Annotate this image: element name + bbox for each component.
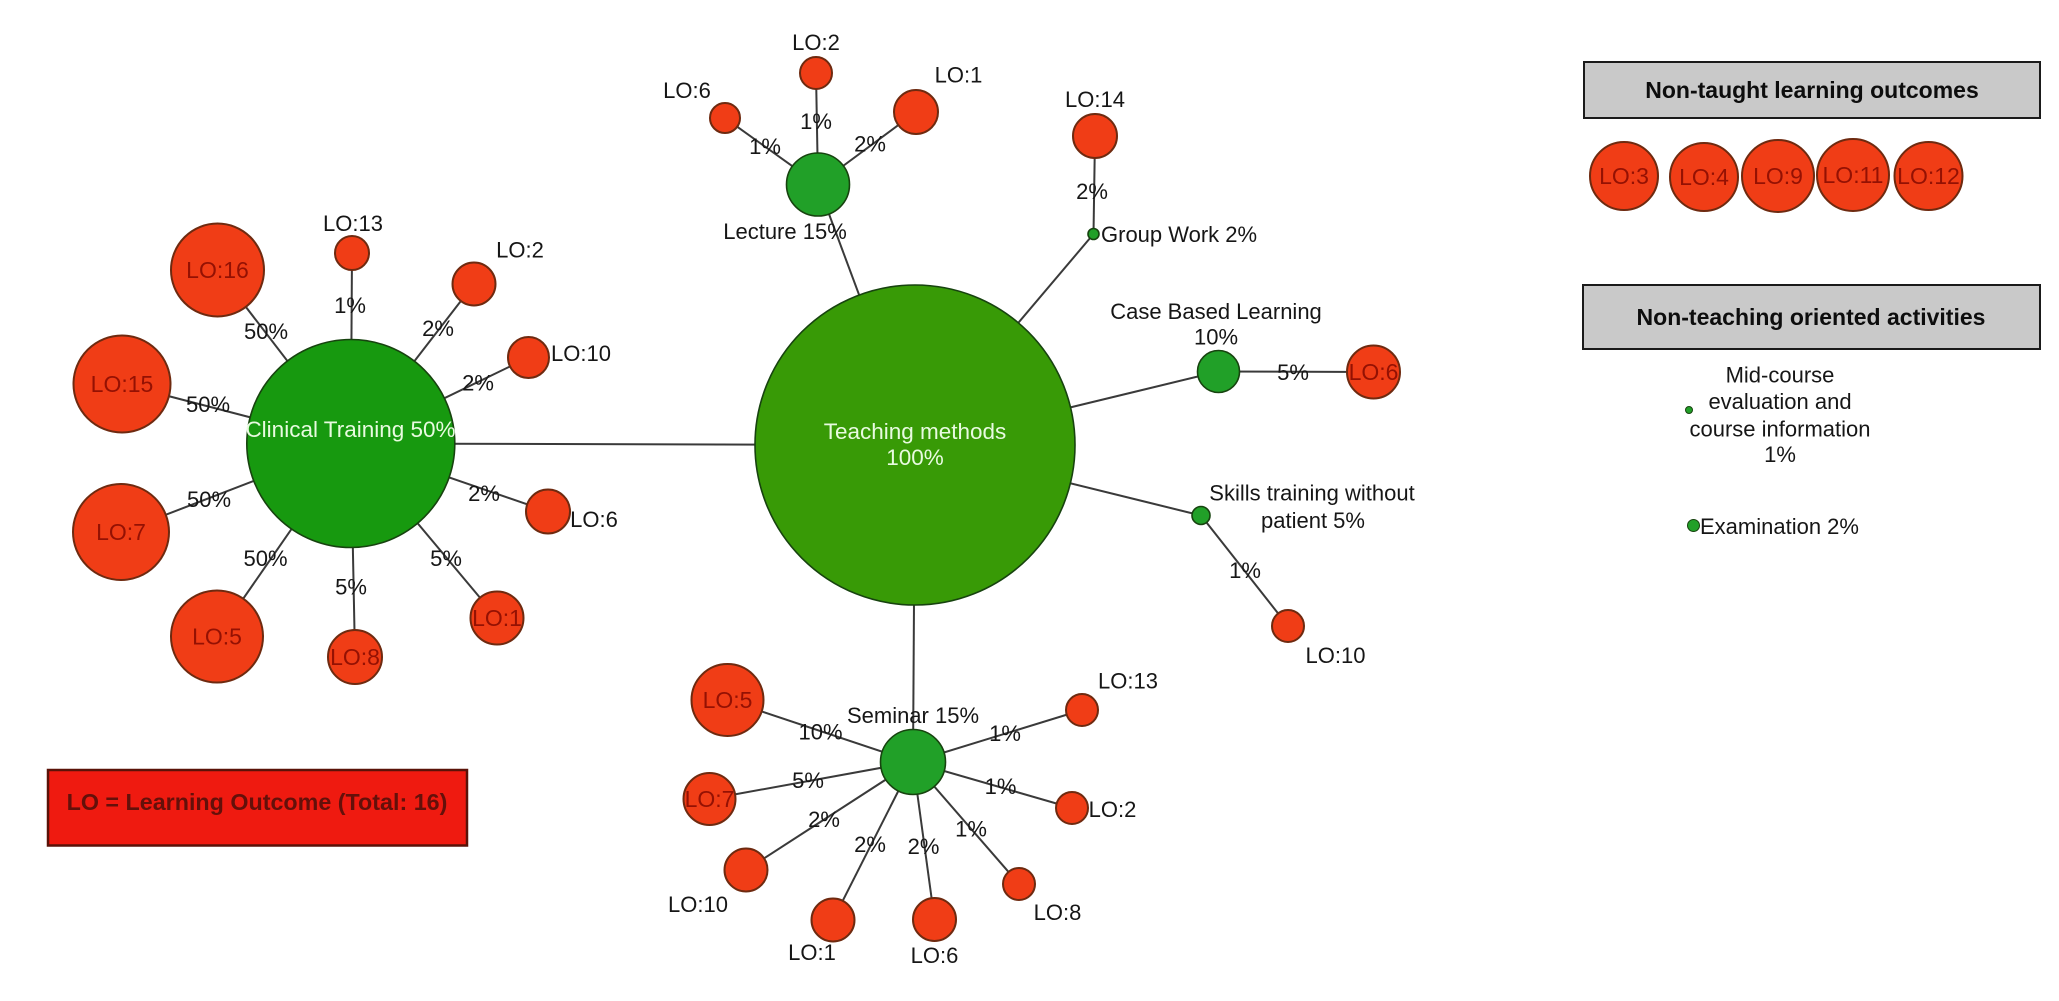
- svg-text:LO:2: LO:2: [496, 238, 544, 263]
- svg-text:course information: course information: [1690, 417, 1871, 442]
- svg-text:10%: 10%: [798, 720, 842, 745]
- svg-text:2%: 2%: [854, 132, 886, 157]
- svg-text:LO:10: LO:10: [1306, 643, 1366, 668]
- svg-text:LO:8: LO:8: [1034, 900, 1082, 925]
- svg-text:2%: 2%: [1076, 179, 1108, 204]
- svg-text:Seminar 15%: Seminar 15%: [847, 703, 979, 728]
- svg-text:50%: 50%: [186, 392, 230, 417]
- svg-text:LO:5: LO:5: [703, 687, 753, 713]
- svg-text:LO:8: LO:8: [330, 644, 380, 670]
- svg-text:Case Based Learning: Case Based Learning: [1110, 299, 1322, 324]
- svg-text:1%: 1%: [985, 774, 1017, 799]
- svg-text:1%: 1%: [1764, 442, 1796, 467]
- svg-text:5%: 5%: [792, 768, 824, 793]
- svg-text:5%: 5%: [1277, 360, 1309, 385]
- svg-text:1%: 1%: [989, 721, 1021, 746]
- svg-text:patient 5%: patient 5%: [1261, 508, 1365, 533]
- svg-text:100%: 100%: [886, 445, 944, 470]
- svg-text:LO:1: LO:1: [788, 940, 836, 965]
- svg-text:1%: 1%: [1229, 558, 1261, 583]
- svg-text:LO:6: LO:6: [663, 78, 711, 103]
- svg-text:Examination 2%: Examination 2%: [1700, 514, 1859, 539]
- svg-text:LO:5: LO:5: [192, 624, 242, 650]
- svg-text:evaluation and: evaluation and: [1708, 389, 1851, 414]
- svg-text:Lecture 15%: Lecture 15%: [723, 219, 847, 244]
- svg-text:Non-teaching oriented activiti: Non-teaching oriented activities: [1637, 304, 1986, 330]
- svg-text:LO:11: LO:11: [1823, 162, 1884, 188]
- svg-text:2%: 2%: [468, 481, 500, 506]
- svg-text:LO:9: LO:9: [1753, 163, 1803, 189]
- svg-text:LO:2: LO:2: [792, 30, 840, 55]
- svg-text:1%: 1%: [955, 817, 987, 842]
- svg-text:LO:13: LO:13: [323, 211, 383, 236]
- svg-text:LO:16: LO:16: [186, 257, 249, 283]
- svg-text:LO:2: LO:2: [1089, 797, 1137, 822]
- svg-text:50%: 50%: [244, 319, 288, 344]
- svg-text:2%: 2%: [808, 807, 840, 832]
- svg-text:LO:15: LO:15: [91, 371, 154, 397]
- svg-text:Mid-course: Mid-course: [1726, 363, 1835, 388]
- svg-text:1%: 1%: [749, 134, 781, 159]
- svg-text:Clinical Training 50%: Clinical Training 50%: [245, 417, 455, 442]
- svg-text:LO:4: LO:4: [1679, 164, 1729, 190]
- svg-text:LO:6: LO:6: [1349, 359, 1399, 385]
- svg-text:50%: 50%: [187, 487, 231, 512]
- svg-text:Group Work 2%: Group Work 2%: [1101, 222, 1257, 247]
- svg-text:10%: 10%: [1194, 325, 1238, 350]
- svg-text:LO:3: LO:3: [1599, 163, 1649, 189]
- svg-text:5%: 5%: [335, 575, 367, 600]
- svg-text:Non-taught learning outcomes: Non-taught learning outcomes: [1645, 77, 1979, 103]
- svg-text:5%: 5%: [430, 546, 462, 571]
- svg-text:2%: 2%: [422, 316, 454, 341]
- svg-text:Skills training without: Skills training without: [1209, 481, 1414, 506]
- svg-text:1%: 1%: [800, 109, 832, 134]
- svg-text:LO:1: LO:1: [935, 63, 983, 88]
- svg-text:LO:13: LO:13: [1098, 669, 1158, 694]
- svg-text:LO = Learning Outcome (Total:: LO = Learning Outcome (Total: 16): [67, 789, 448, 815]
- svg-text:50%: 50%: [243, 546, 287, 571]
- svg-text:LO:7: LO:7: [685, 786, 735, 812]
- svg-text:LO:10: LO:10: [668, 892, 728, 917]
- svg-text:2%: 2%: [462, 371, 494, 396]
- svg-text:LO:14: LO:14: [1065, 87, 1125, 112]
- svg-text:LO:7: LO:7: [96, 519, 146, 545]
- svg-text:1%: 1%: [334, 293, 366, 318]
- svg-text:LO:6: LO:6: [570, 507, 618, 532]
- svg-text:LO:6: LO:6: [911, 943, 959, 968]
- svg-text:2%: 2%: [854, 832, 886, 857]
- svg-text:LO:1: LO:1: [472, 605, 522, 631]
- svg-text:LO:10: LO:10: [551, 341, 611, 366]
- svg-text:2%: 2%: [908, 834, 940, 859]
- svg-text:LO:12: LO:12: [1897, 163, 1960, 189]
- svg-text:Teaching methods: Teaching methods: [824, 419, 1007, 444]
